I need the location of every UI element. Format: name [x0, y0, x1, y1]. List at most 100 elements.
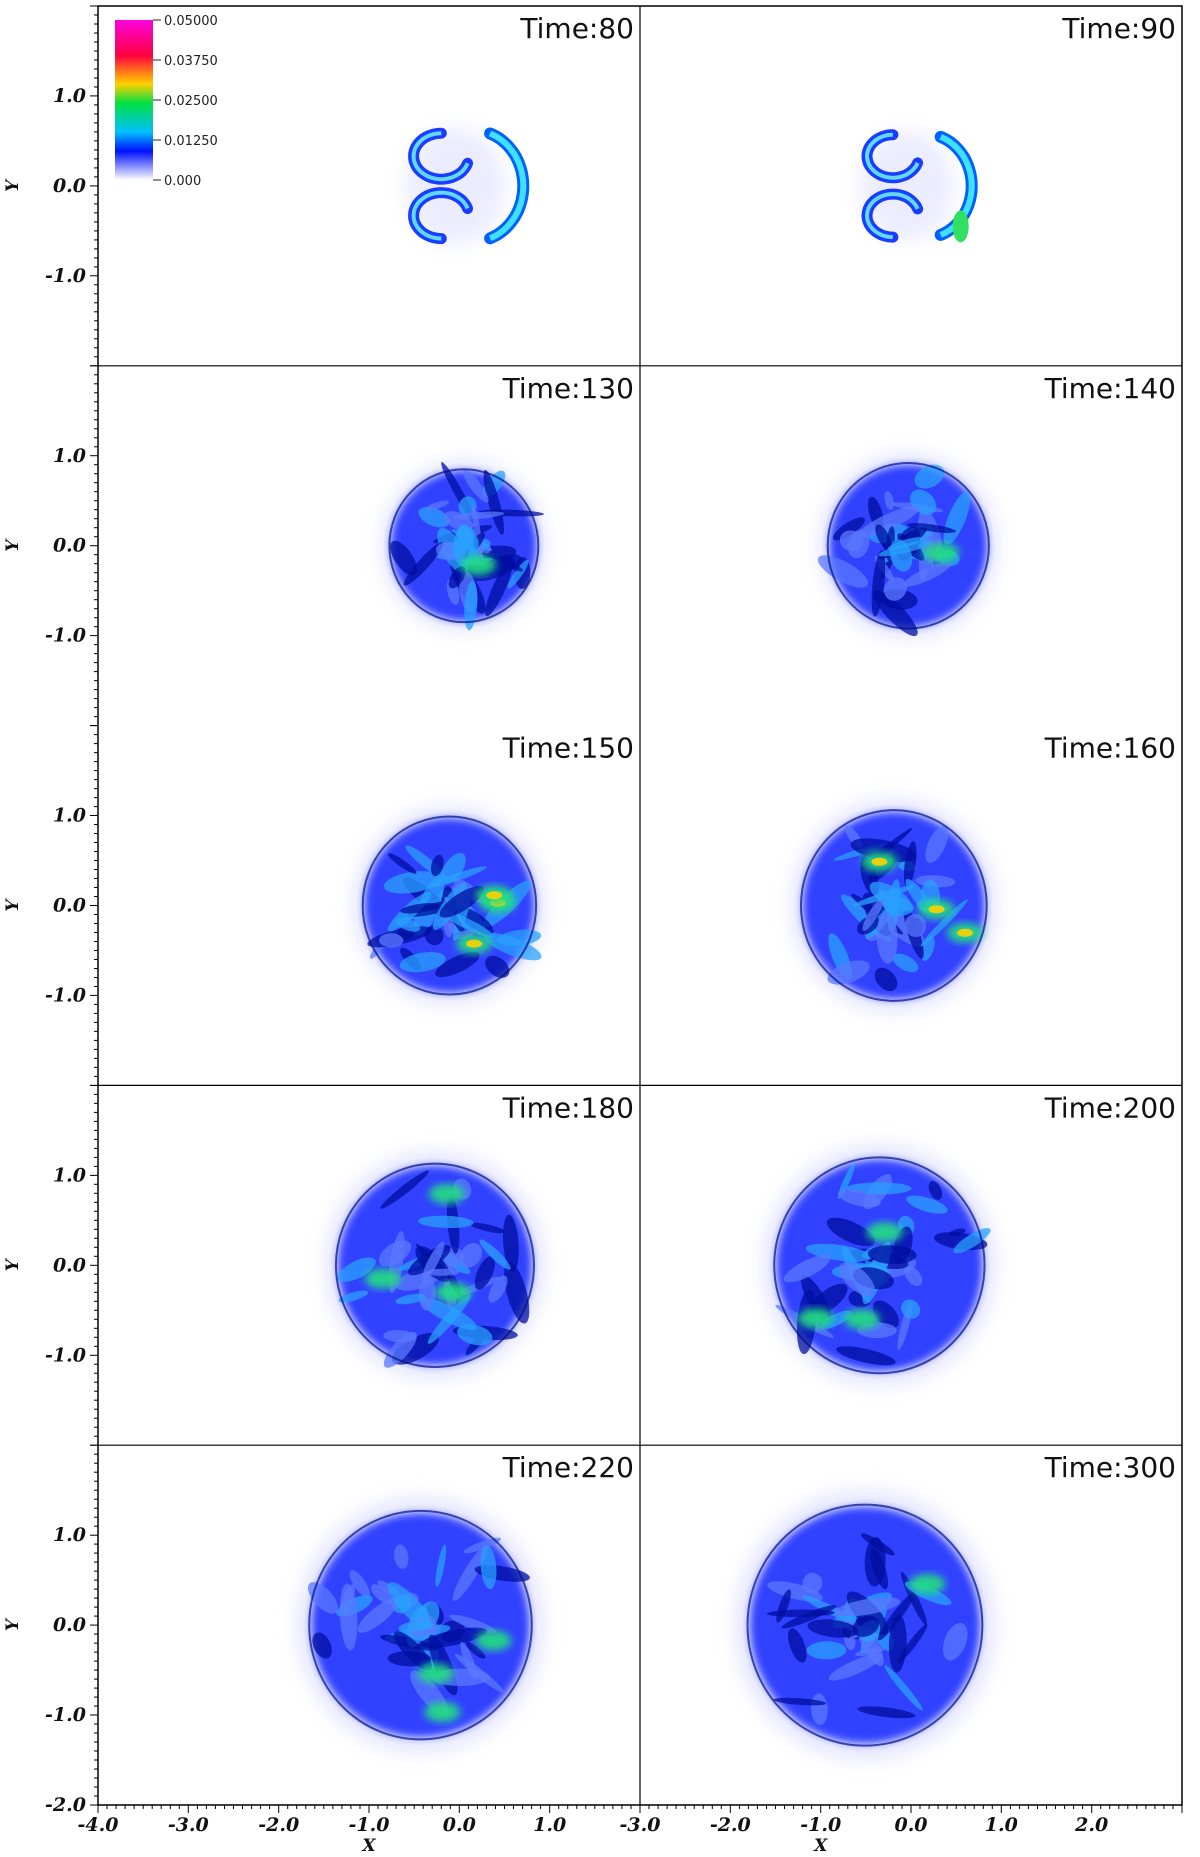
panel-time-label: Time:80 — [519, 12, 634, 45]
density-filament — [465, 1641, 486, 1659]
y-axis-title: Y — [3, 1257, 23, 1271]
y-axis-title: Y — [3, 538, 23, 552]
density-filament — [826, 1217, 875, 1247]
colorbar-tick-label: 0.03750 — [164, 54, 218, 69]
panel-time-label: Time:220 — [502, 1451, 634, 1484]
density-filament — [425, 1268, 460, 1276]
panel-field — [404, 127, 530, 245]
plot-frame — [97, 5, 1183, 1806]
density-filament — [884, 1665, 923, 1711]
density-filament — [449, 1614, 497, 1634]
panel-grid: Time:80 Time:90 Time:130 Time:140 Time:150 Ti… — [296, 12, 1176, 1761]
x-tick-label: -2.0 — [710, 1814, 751, 1836]
density-hot — [435, 1282, 472, 1303]
panel-field — [296, 1497, 545, 1754]
density-filament — [837, 1189, 881, 1208]
density-filament — [832, 517, 865, 541]
density-filament — [504, 1261, 530, 1324]
panel-time-label: Time:140 — [1044, 372, 1176, 405]
y-axis-title: Y — [3, 178, 23, 192]
density-filament — [809, 1283, 848, 1316]
colorbar-tick-label: 0.05000 — [164, 14, 218, 29]
density-edge — [773, 1156, 986, 1375]
density-peak — [871, 857, 888, 866]
density-filament — [497, 929, 542, 947]
density-filament — [349, 1570, 370, 1598]
density-filament — [479, 1239, 511, 1270]
density-filament — [393, 1631, 433, 1671]
density-filament — [469, 1222, 506, 1234]
density-filament — [474, 1256, 495, 1290]
density-filament — [459, 1243, 483, 1268]
y-tick-label: -1.0 — [45, 265, 86, 287]
x-tick-label: 0.0 — [894, 1814, 927, 1836]
density-hot — [417, 1663, 454, 1684]
panel-field — [817, 453, 999, 639]
density-edge — [361, 815, 538, 996]
y-tick-label: 1.0 — [53, 805, 86, 827]
x-tick-label: -1.0 — [349, 1814, 390, 1836]
density-filament — [847, 529, 870, 559]
density-filament — [507, 559, 529, 589]
density-filament — [901, 1299, 921, 1319]
density-filament — [788, 1628, 807, 1663]
panel-time-label: Time:200 — [1044, 1091, 1176, 1124]
y-tick-label: 0.0 — [53, 1254, 86, 1276]
density-hot — [424, 1702, 461, 1723]
density-filament — [862, 897, 884, 932]
density-filament — [418, 1215, 474, 1229]
density-filament — [807, 1619, 859, 1638]
density-curl-core — [411, 131, 470, 182]
density-hot — [909, 1574, 946, 1594]
y-tick-label: 0.0 — [53, 175, 86, 197]
density-hot — [797, 1308, 834, 1329]
density-filament — [906, 1195, 948, 1214]
density-filament — [773, 1697, 827, 1706]
density-peak — [928, 905, 945, 914]
density-filament — [371, 1584, 393, 1604]
density-filament — [920, 899, 968, 947]
density-hot — [923, 542, 960, 563]
colorbar-ticks: 0.05000 0.03750 0.02500 0.01250 0.000 — [153, 14, 218, 189]
density-filament — [422, 1241, 445, 1281]
panel-field — [324, 1151, 546, 1380]
density-filament — [387, 853, 417, 874]
density-filament — [903, 1265, 923, 1287]
x-tick-label: 1.0 — [533, 1814, 566, 1836]
panel-2: Time:90 — [859, 12, 1176, 243]
panel-3: Time:130 — [380, 372, 634, 632]
density-filament — [837, 1163, 855, 1200]
density-filament — [836, 1346, 896, 1366]
density-hot — [843, 1309, 880, 1330]
density-filament — [430, 854, 444, 877]
density-filament — [462, 469, 489, 503]
density-filament — [480, 1545, 497, 1590]
density-filament — [435, 951, 480, 978]
panel-time-label: Time:180 — [502, 1091, 634, 1124]
y-tick-label: -2.0 — [45, 1794, 86, 1816]
y-tick-label: -1.0 — [45, 625, 86, 647]
density-hot — [364, 1268, 401, 1289]
density-filament — [418, 506, 450, 528]
y-tick-label: 0.0 — [53, 895, 86, 917]
density-filament — [383, 1331, 417, 1368]
panel-field — [859, 129, 978, 243]
density-filament — [884, 577, 907, 601]
density-filament — [452, 511, 504, 520]
panel-field — [734, 1490, 996, 1761]
panel-10: Time:300 — [734, 1451, 1176, 1761]
colorbar-tick-label: 0.000 — [164, 174, 201, 189]
density-hot — [866, 1222, 903, 1243]
density-filament — [338, 1290, 369, 1303]
colorbar: 0.05000 0.03750 0.02500 0.01250 0.000 — [115, 14, 218, 189]
density-filament — [827, 960, 870, 985]
density-filament — [802, 1572, 823, 1594]
y-tick-label: 1.0 — [53, 1164, 86, 1186]
density-filament — [828, 1653, 883, 1681]
density-filament — [806, 1641, 847, 1660]
density-filament — [925, 825, 949, 863]
density-edge — [308, 1509, 533, 1741]
density-filament — [390, 540, 418, 576]
density-filament — [867, 1244, 917, 1265]
y-tick-label: 0.0 — [53, 1614, 86, 1636]
